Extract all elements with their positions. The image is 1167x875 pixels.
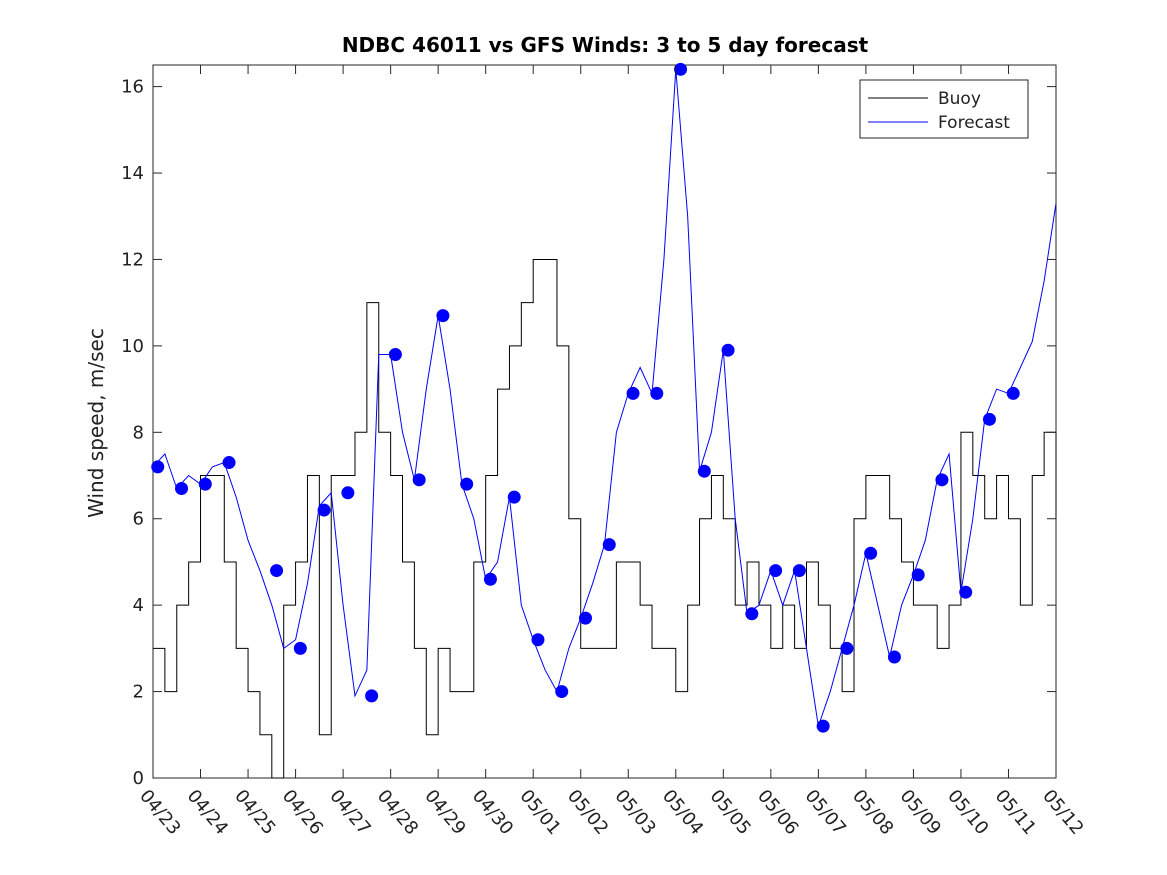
plot-area (151, 62, 1057, 779)
x-tick-label: 04/25 (230, 786, 279, 839)
forecast-marker (959, 585, 973, 599)
forecast-marker (341, 486, 355, 500)
forecast-marker (1006, 386, 1020, 400)
x-tick-label: 04/27 (325, 786, 374, 839)
x-tick-label: 05/10 (943, 786, 992, 839)
forecast-marker (317, 503, 331, 517)
forecast-marker (460, 477, 474, 491)
forecast-marker (840, 641, 854, 655)
axes-box (152, 64, 1057, 779)
forecast-marker (293, 641, 307, 655)
forecast-marker (721, 343, 735, 357)
forecast-marker (578, 611, 592, 625)
x-tick-label: 05/02 (563, 786, 612, 839)
forecast-marker (198, 477, 212, 491)
y-tick-label: 4 (133, 595, 144, 616)
forecast-marker (697, 464, 711, 478)
forecast-marker (365, 689, 379, 703)
forecast-marker (175, 481, 189, 495)
forecast-markers (151, 62, 1020, 733)
y-tick-label: 14 (121, 163, 144, 184)
x-tick-label: 04/23 (135, 786, 184, 839)
y-tick-label: 8 (133, 422, 144, 443)
forecast-marker (602, 538, 616, 552)
y-axis: 0 2 4 6 8 10 12 14 16 (121, 77, 1056, 789)
x-tick-label: 05/04 (658, 786, 707, 839)
y-tick-label: 10 (121, 336, 144, 357)
forecast-marker (911, 568, 925, 582)
y-tick-label: 0 (133, 768, 144, 789)
forecast-marker (887, 650, 901, 664)
forecast-marker (507, 490, 521, 504)
x-tick-label: 04/30 (468, 786, 517, 839)
chart-title: NDBC 46011 vs GFS Winds: 3 to 5 day fore… (342, 33, 869, 57)
legend-label-forecast: Forecast (938, 113, 1010, 133)
forecast-marker (935, 473, 949, 487)
x-tick-label: 05/05 (705, 786, 754, 839)
forecast-marker (674, 62, 688, 76)
forecast-marker (270, 564, 284, 578)
y-tick-label: 2 (133, 682, 144, 703)
legend: Buoy Forecast (859, 79, 1029, 139)
x-tick-label: 05/03 (610, 786, 659, 839)
forecast-marker (222, 456, 236, 470)
legend-label-buoy: Buoy (938, 89, 981, 109)
forecast-marker (555, 685, 569, 699)
forecast-marker (745, 607, 759, 621)
x-tick-label: 04/26 (278, 786, 327, 839)
y-tick-label: 12 (121, 249, 144, 270)
legend-box (859, 79, 1029, 139)
x-tick-label: 05/01 (515, 786, 564, 839)
x-tick-label: 05/06 (753, 786, 802, 839)
forecast-marker (483, 572, 497, 586)
forecast-marker (388, 348, 402, 362)
forecast-marker (864, 546, 878, 560)
forecast-marker (531, 633, 545, 647)
x-tick-label: 04/28 (373, 786, 422, 839)
forecast-marker (436, 309, 450, 323)
y-tick-label: 16 (121, 77, 144, 98)
forecast-marker (151, 460, 165, 474)
forecast-marker (769, 564, 783, 578)
x-tick-label: 05/07 (801, 786, 850, 839)
forecast-marker (982, 412, 996, 426)
y-tick-label: 6 (133, 509, 144, 530)
forecast-marker (816, 719, 830, 733)
forecast-marker (626, 386, 640, 400)
x-tick-label: 05/11 (991, 786, 1040, 839)
x-tick-label: 04/29 (420, 786, 469, 839)
x-tick-label: 05/12 (1038, 786, 1087, 839)
y-axis-label: Wind speed, m/sec (84, 328, 108, 518)
x-tick-label: 05/09 (896, 786, 945, 839)
x-tick-label: 04/24 (183, 786, 232, 839)
forecast-marker (792, 564, 806, 578)
x-tick-label: 05/08 (848, 786, 897, 839)
forecast-marker (650, 386, 664, 400)
forecast-marker (412, 473, 426, 487)
